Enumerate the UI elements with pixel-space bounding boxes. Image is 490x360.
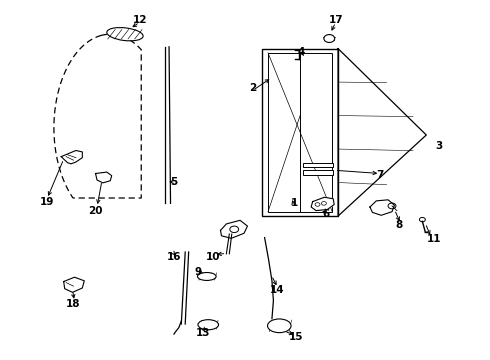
Polygon shape <box>64 277 84 292</box>
Polygon shape <box>220 220 247 238</box>
Text: 14: 14 <box>270 285 284 295</box>
Text: 10: 10 <box>206 252 220 262</box>
Text: 3: 3 <box>435 141 442 151</box>
FancyBboxPatch shape <box>303 170 333 175</box>
Polygon shape <box>311 197 334 211</box>
Polygon shape <box>370 200 394 215</box>
Ellipse shape <box>198 320 219 330</box>
Text: 7: 7 <box>376 170 384 180</box>
Text: 15: 15 <box>289 332 304 342</box>
Ellipse shape <box>268 319 291 333</box>
Text: 16: 16 <box>167 252 181 262</box>
FancyBboxPatch shape <box>303 163 333 167</box>
Text: 13: 13 <box>196 328 211 338</box>
Text: 2: 2 <box>249 83 256 93</box>
Ellipse shape <box>197 273 216 280</box>
Text: 18: 18 <box>66 299 81 309</box>
Text: 19: 19 <box>39 197 54 207</box>
Text: 8: 8 <box>396 220 403 230</box>
Ellipse shape <box>107 28 143 41</box>
Text: 17: 17 <box>328 15 343 25</box>
Text: 6: 6 <box>322 209 329 219</box>
Text: 5: 5 <box>171 177 177 187</box>
Bar <box>262 49 338 216</box>
Text: 4: 4 <box>297 47 305 57</box>
Text: 20: 20 <box>88 206 103 216</box>
Text: 1: 1 <box>291 198 297 208</box>
Ellipse shape <box>324 35 335 42</box>
Text: 11: 11 <box>426 234 441 244</box>
Polygon shape <box>61 150 82 164</box>
Text: 9: 9 <box>195 267 202 277</box>
Text: 12: 12 <box>132 15 147 25</box>
Polygon shape <box>96 172 112 183</box>
Bar <box>268 53 332 212</box>
